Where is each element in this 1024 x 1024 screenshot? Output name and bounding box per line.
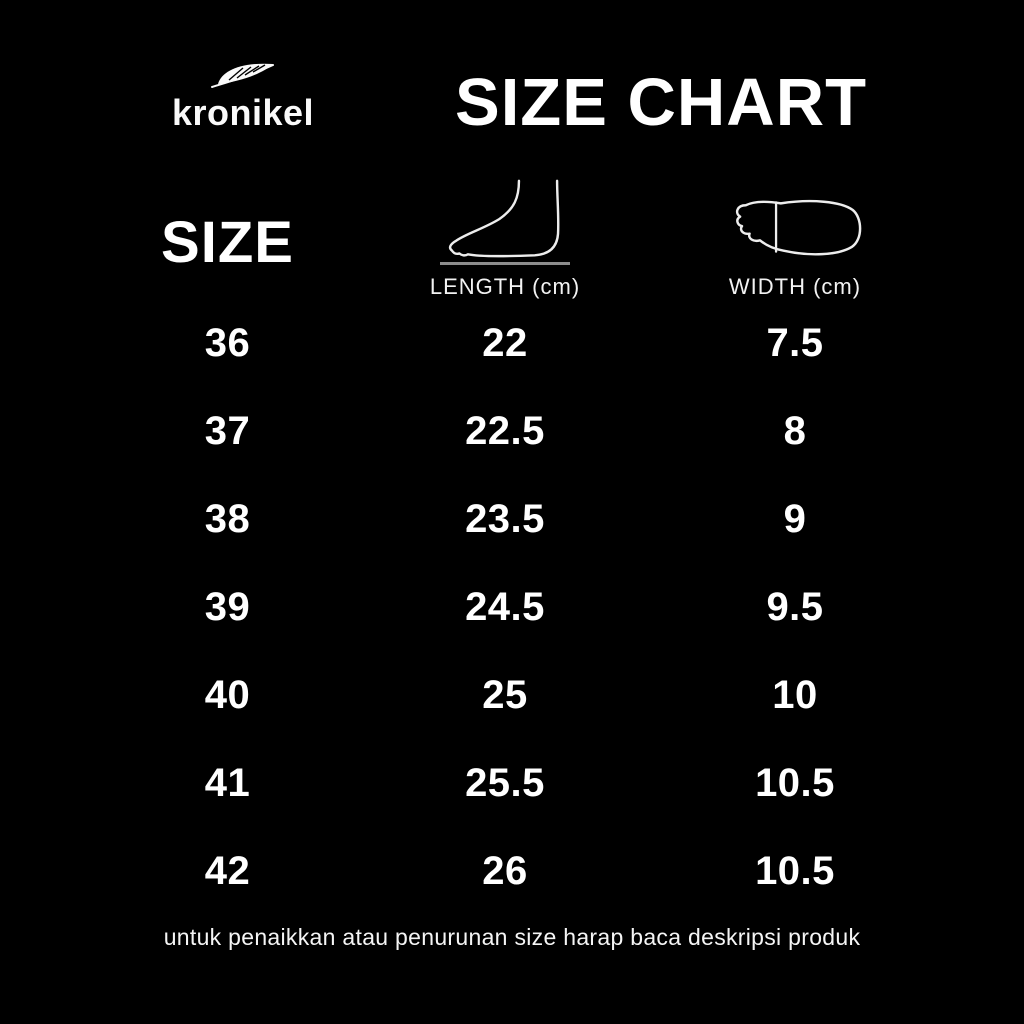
table-row: 42 26 10.5 (80, 827, 955, 915)
size-value: 38 (204, 496, 251, 541)
width-column-label: WIDTH (cm) (728, 274, 862, 299)
page-title: SIZE CHART (455, 65, 867, 140)
table-row: 37 22.5 8 (80, 387, 955, 475)
width-value: 10 (772, 672, 818, 717)
length-measure-line (440, 262, 570, 265)
size-table: 36 22 7.5 37 22.5 8 38 23.5 9 39 24.5 9.… (80, 299, 955, 915)
length-value: 24.5 (465, 584, 545, 629)
table-row: 38 23.5 9 (80, 475, 955, 563)
size-value: 42 (204, 848, 251, 893)
width-value: 8 (783, 408, 807, 453)
length-value: 25.5 (465, 760, 545, 805)
table-header-row: SIZE LENGTH (cm) WIDTH (cm) (80, 160, 955, 300)
brand-name: kronikel (171, 92, 315, 133)
column-header-width: WIDTH (cm) (635, 197, 955, 300)
length-value: 25 (482, 672, 528, 717)
table-row: 41 25.5 10.5 (80, 739, 955, 827)
length-value: 23.5 (465, 496, 545, 541)
table-row: 36 22 7.5 (80, 299, 955, 387)
column-header-size: SIZE (80, 209, 375, 300)
width-value: 9.5 (766, 584, 824, 629)
column-header-length: LENGTH (cm) (375, 179, 635, 300)
size-value: 39 (204, 584, 251, 629)
size-value: 36 (204, 320, 251, 365)
size-column-label: SIZE (161, 210, 294, 275)
size-value: 41 (204, 760, 251, 805)
table-row: 39 24.5 9.5 (80, 563, 955, 651)
foot-side-view-icon (448, 179, 560, 258)
length-value: 22.5 (465, 408, 545, 453)
foot-top-view-icon (735, 199, 862, 256)
feather-icon (211, 63, 274, 88)
size-value: 40 (204, 672, 251, 717)
width-value: 7.5 (766, 320, 824, 365)
length-value: 22 (482, 320, 528, 365)
size-value: 37 (204, 408, 251, 453)
length-column-label: LENGTH (cm) (429, 274, 581, 299)
width-value: 10.5 (755, 760, 835, 805)
width-value: 10.5 (755, 848, 835, 893)
length-value: 26 (482, 848, 528, 893)
footer-note: untuk penaikkan atau penurunan size hara… (163, 924, 861, 950)
width-value: 9 (783, 496, 807, 541)
brand-logo: kronikel (168, 60, 318, 134)
table-row: 40 25 10 (80, 651, 955, 739)
